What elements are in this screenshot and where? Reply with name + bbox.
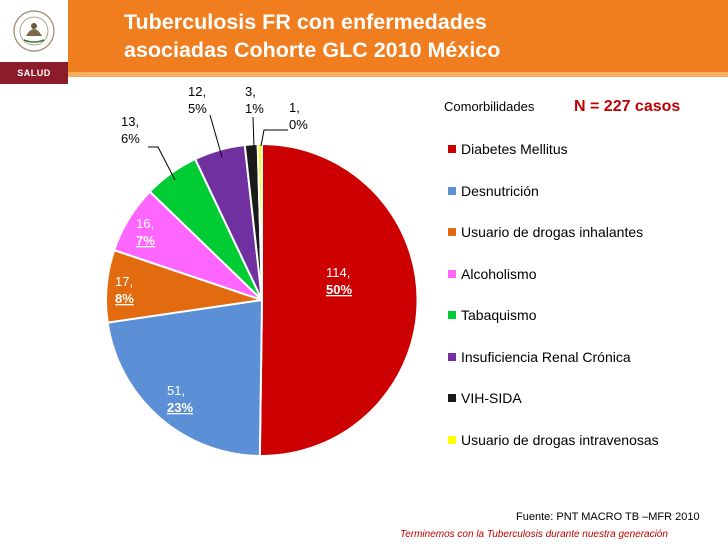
legend-swatch	[448, 394, 456, 402]
footer-slogan: Terminemos con la Tuberculosis durante n…	[400, 529, 668, 540]
data-label-percent-alcoholismo: 7%	[136, 233, 155, 248]
title-line-1: Tuberculosis FR con enfermedades	[124, 10, 487, 34]
legend-title: Comorbilidades	[444, 99, 535, 114]
data-labels: 114, 50% 51, 23% 17, 8% 16, 7% 13, 6% 12, 5% 3, 1% 1, 0…	[115, 84, 352, 415]
header-band	[0, 0, 728, 72]
data-label-value-alcoholismo: 16,	[136, 216, 154, 231]
legend-label: VIH-SIDA	[461, 390, 522, 406]
legend-label: Usuario de drogas intravenosas	[461, 431, 659, 448]
data-label-value-desnutrici-n: 51,	[167, 383, 185, 398]
legend-item-alcoholismo: Alcoholismo	[448, 265, 536, 283]
pie-slice-desnutrici-n	[106, 298, 264, 458]
legend-item-desnutrici-n: Desnutrición	[448, 182, 539, 200]
legend-swatch	[448, 145, 456, 153]
leader-line-tabaquismo	[148, 146, 176, 181]
data-label-percent-tabaquismo: 6%	[121, 131, 140, 146]
legend-label: Insuficiencia Renal Crónica	[461, 348, 631, 365]
legend-swatch	[448, 186, 456, 195]
data-label-percent-insuficiencia-renal-cr-nica: 5%	[188, 101, 207, 116]
data-label-percent-desnutrici-n: 23%	[167, 400, 193, 415]
legend-item-insuficiencia-renal-cr-nica: Insuficiencia Renal Crónica	[448, 348, 631, 366]
data-label-value-vih-sida: 3,	[245, 84, 256, 99]
logo-label: SALUD	[0, 62, 68, 84]
data-label-percent-diabetes-mellitus: 50%	[326, 282, 352, 297]
header-stripe	[0, 72, 728, 77]
logo: SALUD	[0, 0, 68, 92]
data-label-percent-usuario-de-drogas-inhalantes: 8%	[115, 291, 134, 306]
data-label-value-tabaquismo: 13,	[121, 114, 139, 129]
legend-swatch	[448, 269, 456, 278]
leader-line-vih-sida	[252, 116, 255, 148]
legend-item-tabaquismo: Tabaquismo	[448, 306, 537, 324]
legend-item-vih-sida: VIH-SIDA	[448, 389, 522, 407]
data-label-value-diabetes-mellitus: 114,	[326, 265, 350, 280]
legend-label: Desnutrición	[461, 182, 539, 199]
legend-item-usuario-de-drogas-intravenosas: Usuario de drogas intravenosas	[448, 431, 659, 449]
legend-swatch	[448, 311, 456, 319]
leader-line-usuario-de-drogas-intravenosas	[260, 129, 288, 147]
data-label-value-usuario-de-drogas-inhalantes: 17,	[115, 274, 133, 289]
source-note: Fuente: PNT MACRO TB –MFR 2010	[516, 511, 700, 523]
data-label-percent-usuario-de-drogas-intravenosas: 0%	[289, 117, 308, 132]
data-label-value-insuficiencia-renal-cr-nica: 12,	[188, 84, 206, 99]
pie-slice-usuario-de-drogas-intravenosas	[256, 142, 263, 301]
leader-lines	[148, 114, 288, 181]
pie-slices	[105, 142, 419, 458]
slide-header	[0, 0, 728, 78]
coat-of-arms-icon	[13, 10, 55, 52]
data-label-value-usuario-de-drogas-intravenosas: 1,	[289, 100, 300, 115]
legend-item-usuario-de-drogas-inhalantes: Usuario de drogas inhalantes	[448, 223, 643, 241]
legend-swatch	[448, 352, 456, 361]
title-line-2: asociadas Cohorte GLC 2010 México	[124, 38, 501, 62]
legend-swatch	[448, 435, 456, 444]
data-label-percent-vih-sida: 1%	[245, 101, 264, 116]
legend-item-diabetes-mellitus: Diabetes Mellitus	[448, 140, 568, 158]
legend-label: Alcoholismo	[461, 265, 537, 282]
case-count: N = 227 casos	[574, 98, 681, 115]
legend-label: Usuario de drogas inhalantes	[461, 224, 644, 240]
legend-label: Tabaquismo	[461, 307, 537, 323]
leader-line-insuficiencia-renal-cr-nica	[209, 114, 223, 158]
legend-label: Diabetes Mellitus	[461, 141, 568, 157]
legend-swatch	[448, 228, 456, 236]
page-title: Tuberculosis FR con enfermedades asociad…	[124, 8, 684, 64]
pie-slice-diabetes-mellitus	[258, 142, 419, 457]
